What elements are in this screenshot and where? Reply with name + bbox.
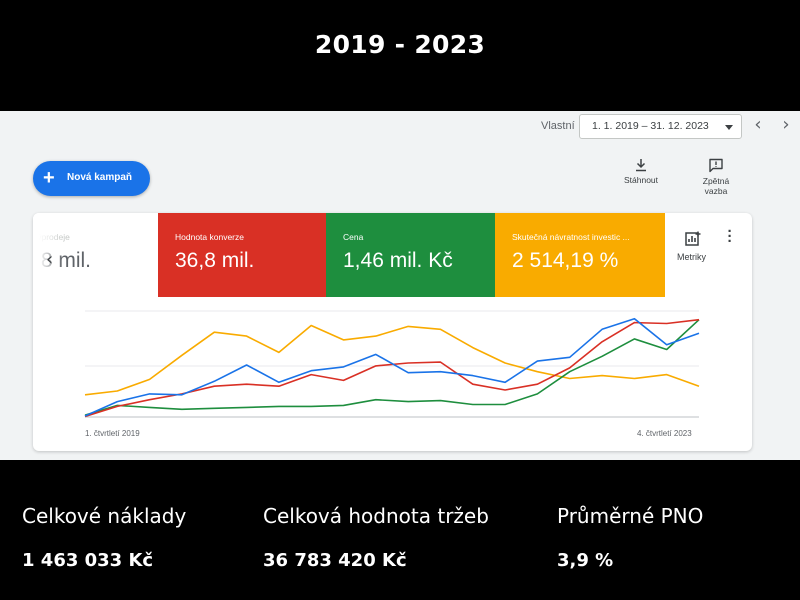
download-button[interactable]: Stáhnout — [617, 158, 665, 185]
metrics-add-icon — [685, 231, 701, 246]
new-campaign-button[interactable]: + Nová kampaň — [33, 161, 150, 196]
scorecard-sales[interactable]: výprodeje ,8 mil. ‹ — [33, 213, 158, 297]
dashboard-panel: Vlastní 1. 1. 2019 – 31. 12. 2023 ‹ › + … — [0, 111, 800, 460]
top-banner: 2019 - 2023 — [0, 0, 800, 111]
x-tick-label-end: 4. čtvrtletí 2023 — [637, 429, 692, 438]
stat-label-total-cost: Celkové náklady — [22, 504, 187, 528]
plus-icon: + — [43, 167, 55, 189]
download-icon — [636, 159, 646, 172]
scorecard-label: Cena — [343, 232, 364, 242]
date-range-select[interactable]: 1. 1. 2019 – 31. 12. 2023 — [579, 114, 742, 139]
scorecard-fade — [33, 213, 63, 297]
new-campaign-label: Nová kampaň — [67, 172, 133, 183]
series-line-2[interactable] — [84, 319, 700, 416]
scorecard-value: 2 514,19 % — [512, 249, 619, 272]
scorecard-cost[interactable]: Cena 1,46 mil. Kč — [326, 213, 495, 297]
series-line-1[interactable] — [84, 318, 700, 418]
scorecard-value: 1,46 mil. Kč — [343, 249, 453, 272]
stat-value-total-cost: 1 463 033 Kč — [22, 550, 154, 571]
date-range-label: Vlastní — [541, 120, 575, 132]
series-line-3[interactable] — [84, 324, 700, 396]
chevron-right-icon[interactable]: › — [782, 114, 790, 135]
scorecard-label: Skutečná návratnost investic ... — [512, 232, 630, 242]
performance-card: výprodeje ,8 mil. ‹ Hodnota konverze 36,… — [33, 213, 752, 451]
feedback-label: Zpětná vazba — [702, 176, 730, 196]
chevron-left-icon[interactable]: ‹ — [46, 249, 54, 270]
series-line-0[interactable] — [84, 317, 700, 417]
stat-value-total-revenue: 36 783 420 Kč — [263, 550, 407, 571]
x-tick-label-start: 1. čtvrtletí 2019 — [85, 429, 140, 438]
scorecard-roas[interactable]: Skutečná návratnost investic ... 2 514,1… — [495, 213, 665, 297]
scorecard-value: 36,8 mil. — [175, 249, 255, 272]
metrics-label: Metriky — [677, 252, 706, 262]
date-range-value: 1. 1. 2019 – 31. 12. 2023 — [592, 120, 709, 132]
stat-label-total-revenue: Celková hodnota tržeb — [263, 504, 489, 528]
stat-label-average-pno: Průměrné PNO — [557, 504, 704, 528]
download-label: Stáhnout — [623, 175, 659, 185]
scorecard-conversion-value[interactable]: Hodnota konverze 36,8 mil. — [158, 213, 326, 297]
feedback-button[interactable]: Zpětná vazba — [692, 158, 740, 196]
stat-value-average-pno: 3,9 % — [557, 550, 614, 571]
summary-stats: Celkové náklady Celková hodnota tržeb Pr… — [0, 460, 800, 600]
line-chart — [84, 310, 700, 418]
chevron-left-icon[interactable]: ‹ — [754, 114, 762, 135]
feedback-icon — [709, 158, 723, 173]
banner-title: 2019 - 2023 — [314, 30, 486, 59]
more-vert-icon[interactable]: · · · — [727, 223, 733, 250]
chart-area: 1. čtvrtletí 2019 4. čtvrtletí 2023 — [33, 297, 752, 451]
metrics-button[interactable]: Metriky · · · — [665, 213, 752, 297]
dropdown-caret-icon — [725, 125, 733, 130]
scorecard-label: Hodnota konverze — [175, 232, 244, 242]
